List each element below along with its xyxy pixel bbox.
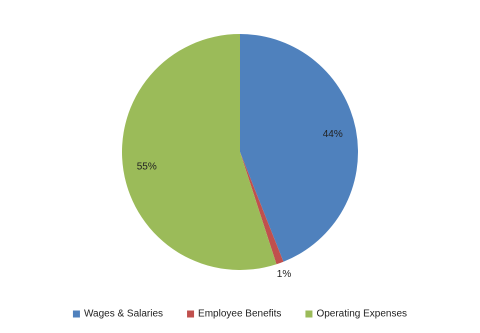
legend-swatch: [72, 310, 80, 318]
pie-slice: [240, 152, 284, 265]
legend-label: Wages & Salaries: [84, 309, 163, 320]
legend-label: Operating Expenses: [316, 309, 407, 320]
pie-slice: [122, 34, 277, 270]
data-label: 44%: [323, 129, 343, 140]
legend-swatch: [187, 310, 195, 318]
data-label: 55%: [137, 161, 157, 172]
legend-swatch: [305, 310, 313, 318]
pie-slice: [240, 34, 359, 262]
legend-label: Employee Benefits: [198, 309, 281, 320]
legend: Wages & Salaries Employee Benefits Operati…: [72, 309, 407, 320]
data-label: 1%: [277, 269, 292, 280]
